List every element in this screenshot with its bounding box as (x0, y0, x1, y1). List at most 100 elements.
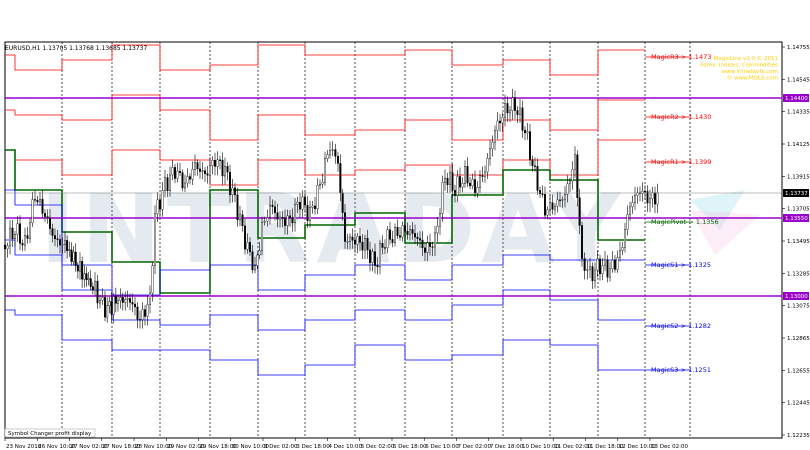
time-tick-label-10: 4 Dec 10:00 (329, 444, 363, 450)
candle-body (549, 202, 552, 210)
candle-body (389, 229, 392, 240)
candle-body (564, 194, 567, 200)
purple-price-tag-label-1: 1.13550 (785, 216, 808, 222)
s3-line (5, 309, 645, 376)
candle-body (574, 154, 577, 170)
candle-body (471, 179, 474, 187)
watermark-arrow-pink (690, 210, 760, 255)
candle-body (534, 165, 537, 167)
candle-body (96, 280, 99, 304)
candle-body (153, 213, 156, 266)
candle-body (163, 177, 166, 191)
time-tick-label-13: 6 Dec 10:00 (425, 444, 459, 450)
candle-body (374, 251, 377, 266)
candle-body (504, 103, 507, 118)
time-tick-label-11: 5 Dec 02:00 (361, 444, 395, 450)
candle-body (196, 162, 199, 170)
candle-body (87, 278, 90, 280)
candle-body (112, 296, 115, 315)
candle-body (133, 303, 136, 308)
candle-body (151, 265, 154, 294)
candle-body (399, 235, 402, 238)
candle-body (329, 150, 332, 155)
time-tick-label-6: 29 Nov 18:00 (200, 444, 238, 450)
s2-line (5, 239, 645, 331)
candle-body (526, 131, 529, 134)
candle-body (576, 154, 579, 198)
level-label-0: MagicR3-> 1.1473 (651, 53, 711, 61)
candle-body (279, 216, 282, 220)
candle-body (506, 103, 509, 114)
candle-body (376, 265, 379, 268)
candle-body (414, 233, 417, 238)
candle-body (326, 154, 329, 159)
candle-body (186, 176, 189, 184)
candle-body (424, 247, 427, 253)
candle-body (446, 178, 449, 185)
candle-body (364, 237, 367, 251)
candle-body (128, 298, 131, 303)
info-text-line-4: © www.MQL5.com (727, 75, 778, 82)
price-tick-label-10: 1.12655 (787, 368, 810, 374)
candle-body (406, 230, 409, 235)
candle-body (106, 305, 109, 318)
candle-body (421, 239, 424, 249)
candle-body (476, 187, 479, 194)
candle-body (369, 249, 372, 263)
status-bar-text: Symbol Changer profit display (8, 431, 92, 437)
candle-body (248, 242, 251, 253)
candle-body (621, 247, 624, 251)
watermark-arrow-blue (690, 190, 745, 230)
candle-body (426, 242, 429, 253)
candle-body (449, 172, 452, 185)
time-tick-label-18: 11 Dec 18:00 (587, 444, 624, 450)
price-tick-label-4: 1.13915 (787, 174, 810, 180)
candle-body (78, 261, 81, 272)
candle-body (59, 239, 62, 246)
candle-body (583, 258, 586, 271)
candle-body (541, 193, 544, 195)
candle-body (321, 182, 324, 185)
candle-body (72, 251, 75, 262)
watermark-text: INTRADAY (40, 175, 626, 285)
price-tick-label-11: 1.12445 (787, 401, 810, 407)
candle-body (609, 268, 612, 278)
candle-body (271, 204, 274, 207)
candle-body (519, 107, 522, 115)
candle-body (419, 238, 422, 241)
candle-body (301, 196, 304, 210)
candle-body (41, 198, 44, 214)
candle-body (161, 190, 164, 210)
candle-body (276, 212, 279, 220)
candle-body (396, 226, 399, 236)
candle-body (291, 217, 294, 224)
candle-body (3, 244, 6, 250)
candle-body (531, 159, 534, 167)
candle-body (26, 235, 29, 239)
candle-body (231, 187, 234, 195)
level-label-4: MagicS1-> 1.1325 (651, 261, 711, 269)
candle-body (456, 176, 459, 196)
price-tick-label-0: 1.14755 (787, 45, 810, 51)
candle-body (624, 229, 627, 248)
candle-body (146, 304, 149, 317)
candle-body (70, 249, 73, 262)
candle-body (614, 259, 617, 270)
time-tick-label-0: 23 Nov 2018 (6, 444, 42, 450)
candle-body (121, 297, 124, 303)
candle-body (274, 206, 277, 213)
candle-body (556, 199, 559, 207)
candle-body (629, 206, 632, 215)
time-tick-label-9: 3 Dec 18:00 (296, 444, 330, 450)
level-label-3: MagicPivot-> 1.1356 (651, 218, 719, 226)
candle-body (13, 234, 16, 240)
candle-body (236, 194, 239, 221)
candle-body (581, 225, 584, 259)
r3-line (5, 44, 645, 76)
candle-body (203, 170, 206, 174)
candle-body (251, 251, 254, 271)
candle-body (238, 214, 241, 221)
price-tick-label-8: 1.13075 (787, 304, 810, 310)
